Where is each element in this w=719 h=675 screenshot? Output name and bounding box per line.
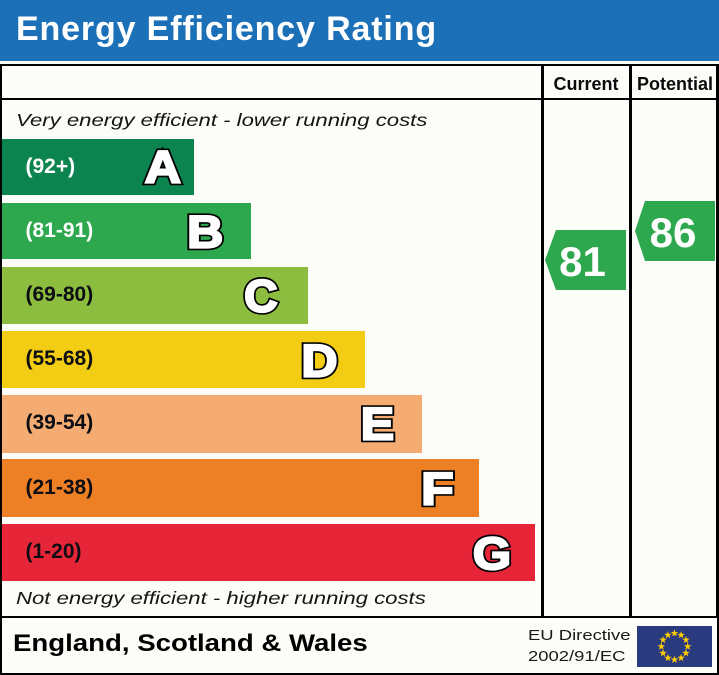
svg-text:C: C	[244, 270, 278, 321]
svg-text:D: D	[301, 336, 337, 386]
svg-text:A: A	[145, 142, 181, 192]
svg-text:G: G	[473, 529, 511, 580]
svg-text:A: A	[145, 142, 181, 192]
svg-text:D: D	[301, 336, 337, 386]
svg-text:E: E	[361, 400, 394, 450]
svg-text:B: B	[187, 208, 223, 258]
svg-text:G: G	[473, 529, 511, 580]
svg-text:F: F	[421, 464, 454, 515]
svg-text:B: B	[187, 208, 223, 258]
svg-text:E: E	[361, 400, 394, 450]
svg-text:C: C	[244, 270, 278, 321]
svg-text:F: F	[421, 464, 454, 515]
